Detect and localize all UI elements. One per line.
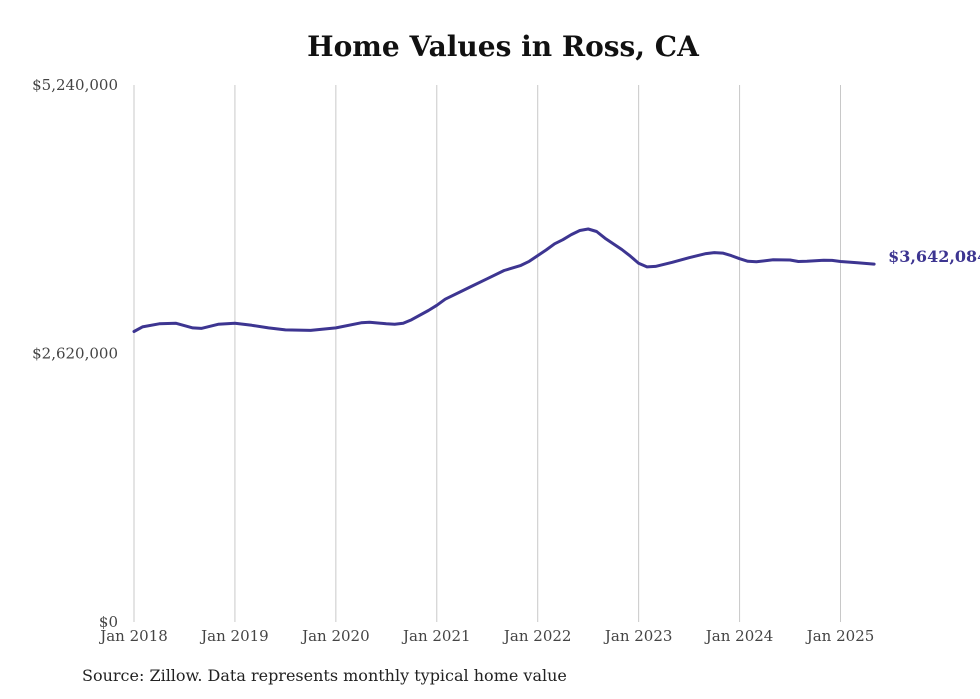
y-tick-label: $2,620,000 bbox=[32, 345, 118, 363]
x-axis-ticks: Jan 2018 Jan 2019 Jan 2020 Jan 2021 Jan 2022… bbox=[98, 627, 874, 645]
end-labels: $3,642,084 bbox=[888, 247, 980, 266]
chart-title: Home Values in Ross, CA bbox=[307, 30, 699, 63]
x-tick-label: Jan 2019 bbox=[199, 627, 269, 645]
y-axis-ticks: $5,240,000 $2,620,000 $0 bbox=[32, 76, 118, 631]
x-tick-label: Jan 2018 bbox=[98, 627, 168, 645]
x-tick-label: Jan 2022 bbox=[502, 627, 572, 645]
y-tick-label: $0 bbox=[99, 613, 118, 631]
x-tick-label: Jan 2021 bbox=[401, 627, 471, 645]
grid-lines bbox=[133, 85, 841, 622]
end-value-label: $3,642,084 bbox=[888, 247, 980, 266]
x-tick-label: Jan 2020 bbox=[300, 627, 370, 645]
series-line bbox=[132, 227, 876, 333]
x-tick-label: Jan 2024 bbox=[704, 627, 774, 645]
y-tick-label: $5,240,000 bbox=[32, 76, 118, 94]
source-note: Source: Zillow. Data represents monthly … bbox=[82, 666, 567, 685]
x-tick-label: Jan 2023 bbox=[603, 627, 673, 645]
series-lines bbox=[132, 227, 876, 333]
x-tick-label: Jan 2025 bbox=[805, 627, 875, 645]
